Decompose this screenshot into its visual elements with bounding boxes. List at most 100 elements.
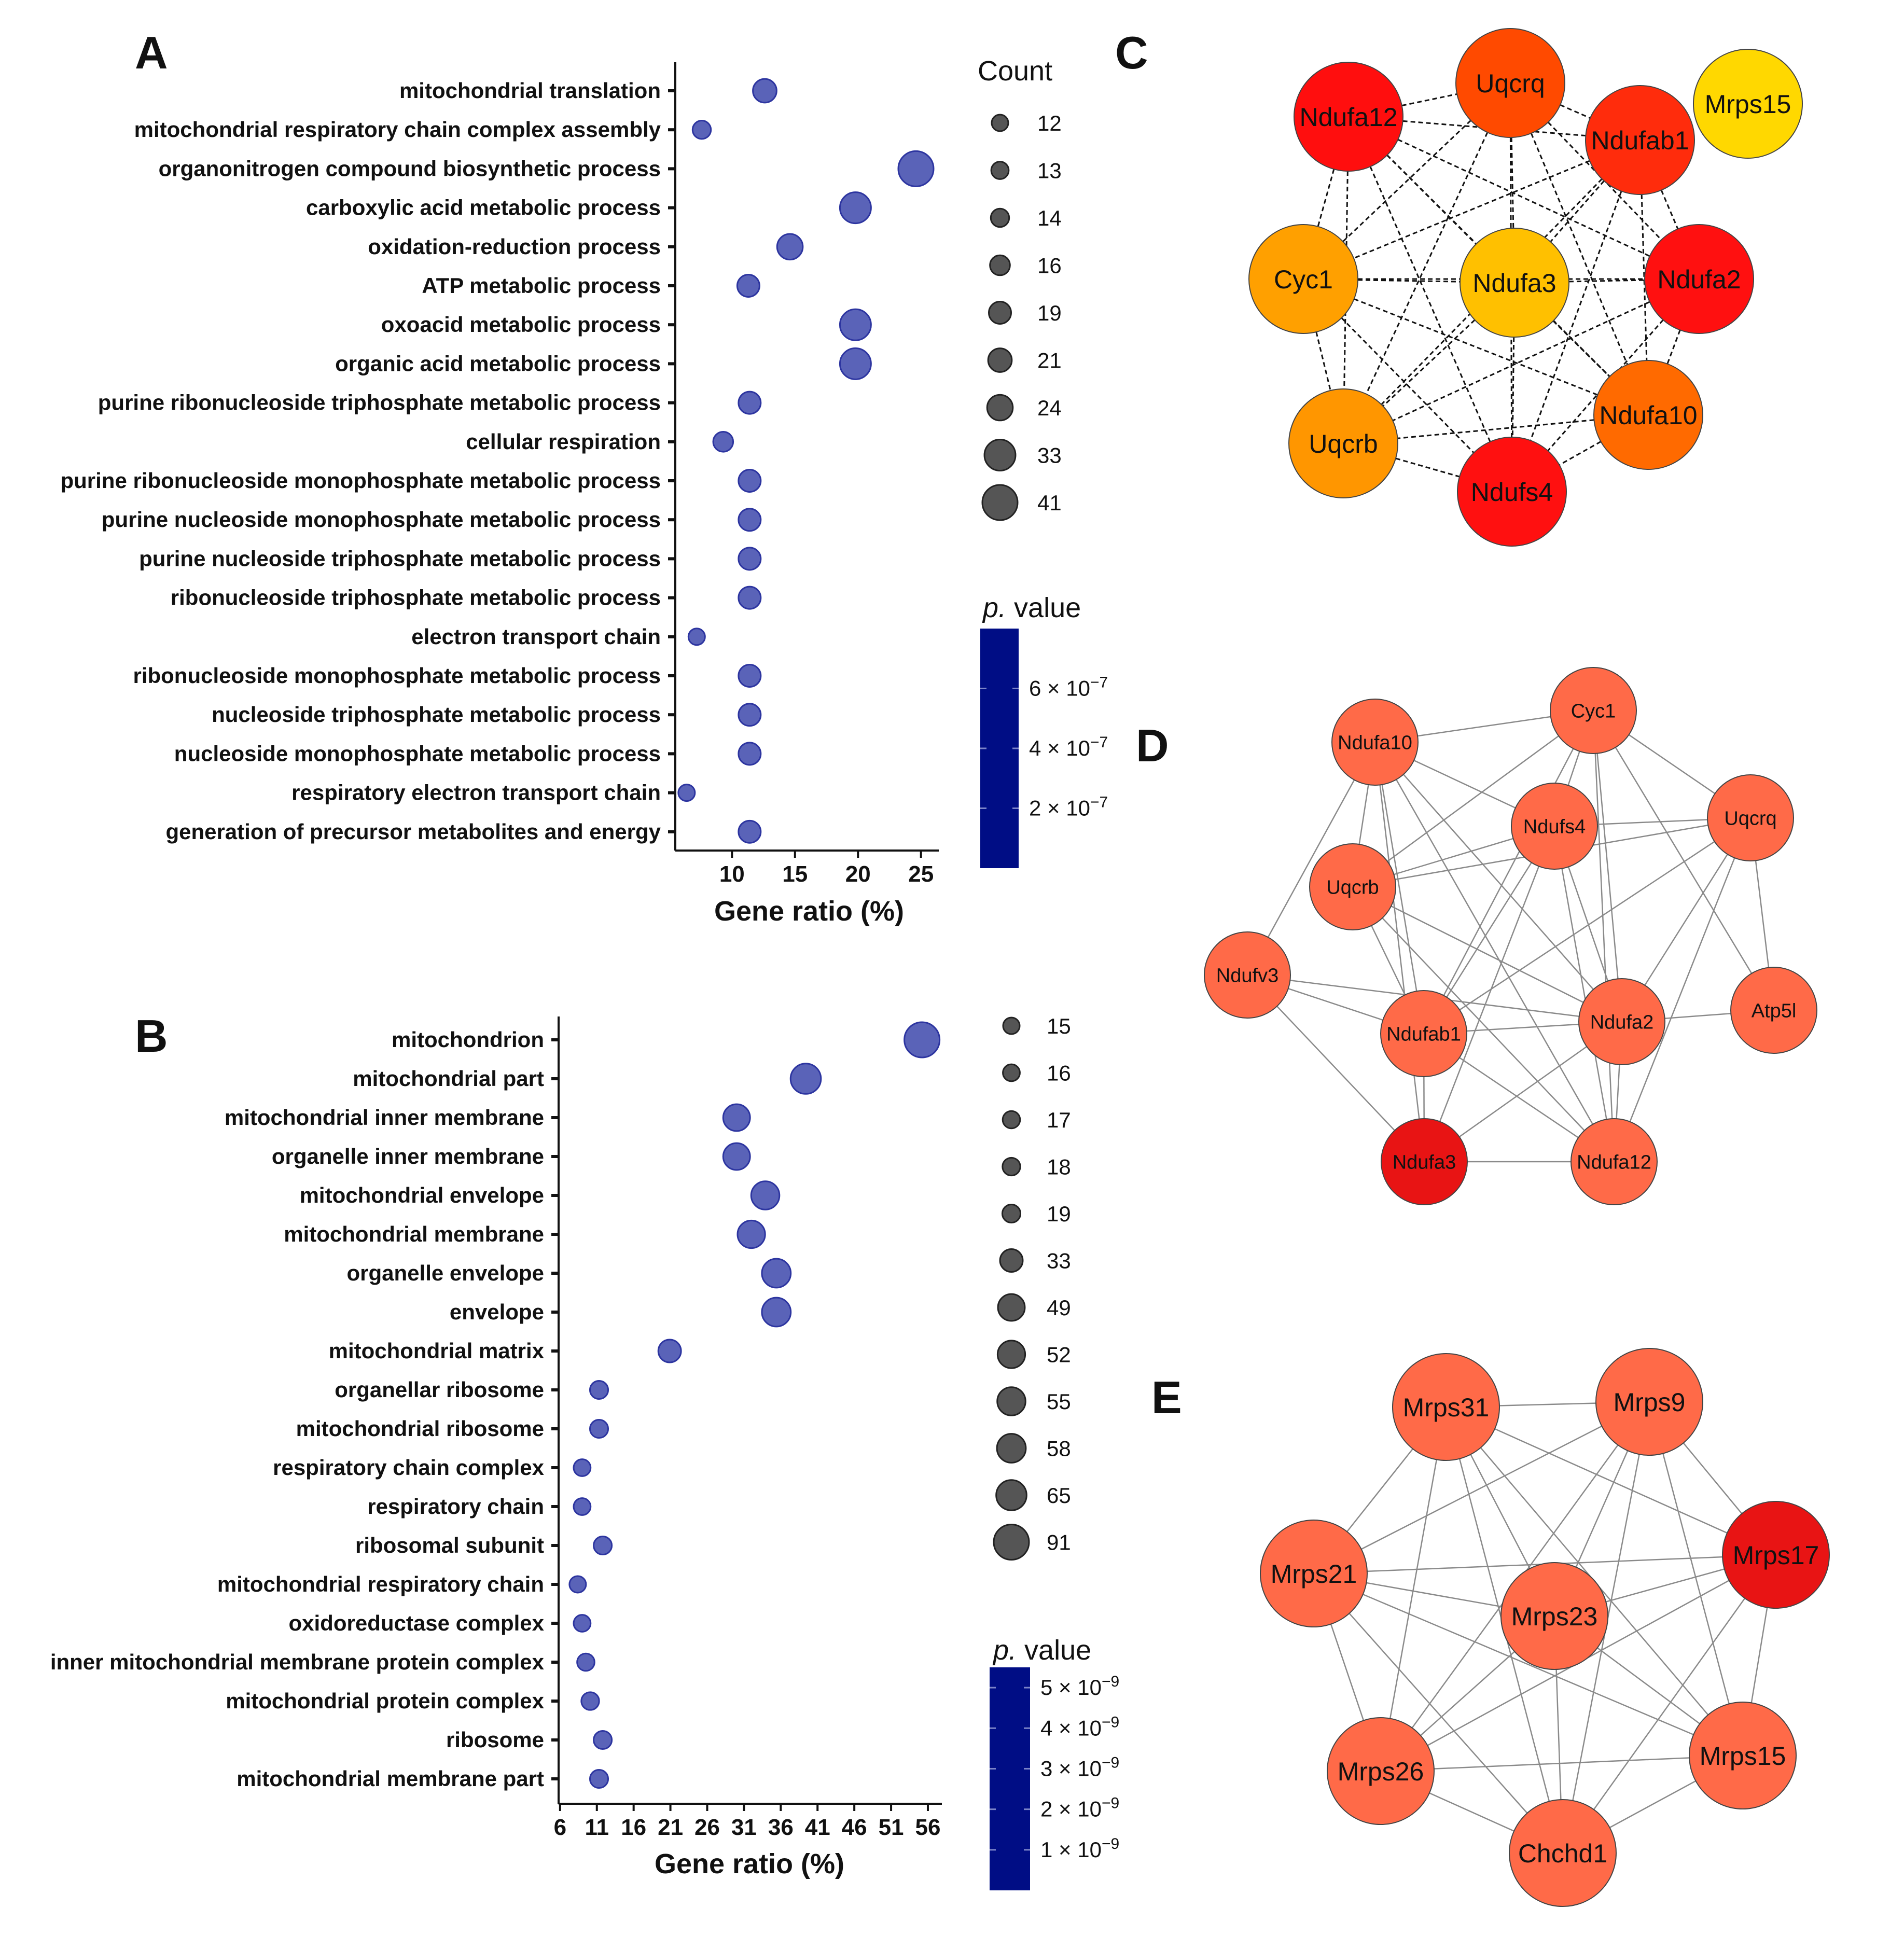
colorbar-tick-exp: −7: [1090, 734, 1108, 751]
y-tick-label: mitochondrial ribosome: [296, 1416, 544, 1441]
x-tick-label: 10: [719, 861, 745, 887]
node-circle: [1457, 437, 1567, 547]
network-edge: [1553, 826, 1615, 1162]
node-label: Ndufa3: [1472, 269, 1556, 298]
size-legend-label: 41: [1037, 491, 1062, 515]
node-circle: [1730, 967, 1817, 1054]
chart-b: mitochondrion mitochondrial part mitochond…: [50, 1014, 1119, 1890]
colorbar-tick-label: 4 × 10−9: [1040, 1714, 1119, 1740]
colorbar-tick-coef: 6 × 10: [1029, 676, 1090, 701]
node-circle: [1460, 228, 1569, 338]
bubble-point: [593, 1535, 613, 1556]
bubble-point: [738, 819, 762, 844]
size-legend-key: [996, 1340, 1026, 1369]
bubble-point: [839, 347, 872, 380]
node-label: Ndufa12: [1577, 1152, 1651, 1174]
network-node: Ndufab1: [1380, 990, 1467, 1077]
network-node: Ndufs4: [1457, 437, 1567, 547]
size-legend-label: 15: [1047, 1014, 1071, 1038]
network-edge: [1423, 826, 1555, 1162]
node-label: Ndufab1: [1591, 126, 1689, 155]
y-tick-label: ribosome: [446, 1728, 544, 1752]
node-circle: [1571, 1118, 1658, 1205]
colorbar-tick-coef: 5 × 10: [1040, 1675, 1102, 1700]
chart-b-x-ticks: 6 11 16 21 26 31 36 41 46 51 56: [554, 1804, 940, 1840]
chart-b-bubbles: [568, 1021, 941, 1789]
node-circle: [1509, 1799, 1617, 1907]
network-edge: [1423, 817, 1751, 1035]
size-legend-label: 17: [1047, 1108, 1071, 1132]
bubble-point: [738, 547, 762, 571]
node-circle: [1294, 62, 1403, 172]
chart-a-axes: [668, 62, 939, 852]
node-circle: [1380, 990, 1467, 1077]
y-tick-label: mitochondrial inner membrane: [225, 1105, 544, 1130]
node-circle: [1585, 85, 1695, 195]
x-tick-label: 36: [768, 1815, 794, 1840]
bubble-point: [589, 1768, 609, 1789]
node-circle: [1595, 1348, 1703, 1456]
colorbar-tick-exp: −9: [1102, 1714, 1119, 1731]
bubble-point: [573, 1458, 592, 1477]
network-node: Ndufa3: [1460, 228, 1569, 338]
bubble-point: [589, 1418, 609, 1439]
network-node: Mrps21: [1260, 1520, 1368, 1627]
node-circle: [1248, 224, 1358, 334]
size-legend-key: [1001, 1203, 1022, 1224]
bubble-point: [736, 1219, 766, 1249]
node-label: Ndufab1: [1386, 1024, 1461, 1046]
chart-a-bubbles: [677, 78, 935, 844]
network-edge: [1313, 1573, 1563, 1854]
network-edge: [1509, 82, 1649, 415]
y-tick-label: purine nucleoside monophosphate metaboli…: [102, 507, 661, 532]
network-node: Mrps9: [1595, 1348, 1703, 1456]
network-node: Chchd1: [1509, 1799, 1617, 1907]
network-node: Mrps17: [1722, 1501, 1830, 1609]
size-legend-key: [988, 301, 1012, 325]
y-tick-label: inner mitochondrial membrane protein com…: [50, 1650, 545, 1674]
colorbar-tick-label: 4 × 10−7: [1029, 734, 1108, 760]
network-edge: [1380, 1406, 1447, 1772]
network-edge: [1352, 886, 1622, 1023]
network-edge: [1592, 710, 1615, 1162]
size-legend-label: 19: [1047, 1202, 1071, 1226]
chart-a: mitochondrial translation mitochondrial r…: [60, 55, 1108, 927]
colorbar-tick-label: 2 × 10−9: [1040, 1795, 1119, 1821]
bubble-point: [589, 1380, 609, 1400]
network-node: Ndufa2: [1644, 224, 1754, 334]
y-tick-label: respiratory electron transport chain: [291, 781, 661, 805]
node-label: Cyc1: [1274, 265, 1333, 294]
node-label: Mrps21: [1271, 1559, 1357, 1589]
size-legend-label: 14: [1037, 206, 1062, 230]
chart-b-axes: [551, 1016, 942, 1805]
colorbar-tick-label: 1 × 10−9: [1040, 1835, 1119, 1862]
node-label: Mrps31: [1403, 1393, 1490, 1422]
network-edge: [1246, 742, 1376, 976]
bubble-point: [897, 150, 935, 187]
bubble-point: [761, 1258, 792, 1289]
y-tick-label: ribonucleoside monophosphate metabolic p…: [133, 663, 661, 688]
network-edge: [1374, 742, 1425, 1034]
node-circle: [1381, 1118, 1468, 1205]
size-legend-label: 24: [1037, 396, 1062, 420]
y-tick-label: envelope: [450, 1300, 544, 1324]
network-node: Ndufa12: [1571, 1118, 1658, 1205]
y-tick-label: purine ribonucleoside monophosphate meta…: [60, 468, 661, 493]
x-tick-label: 21: [658, 1815, 683, 1840]
bubble-point: [839, 191, 872, 225]
node-label: Uqcrb: [1326, 877, 1379, 899]
node-circle: [1331, 699, 1419, 786]
y-tick-label: cellular respiration: [466, 429, 661, 454]
size-legend-key: [999, 1248, 1024, 1273]
y-tick-label: organonitrogen compound biosynthetic pro…: [159, 156, 661, 180]
y-tick-label: organic acid metabolic process: [335, 351, 661, 375]
network-node: Cyc1: [1248, 224, 1358, 334]
chart-b-color-legend-title-italic: p.: [992, 1635, 1017, 1666]
size-legend-label: 55: [1047, 1389, 1071, 1414]
y-tick-label: organelle envelope: [347, 1261, 544, 1285]
x-tick-label: 31: [731, 1815, 757, 1840]
bubble-point: [722, 1142, 751, 1171]
x-tick-label: 11: [585, 1815, 609, 1840]
chart-a-size-legend: 12 13 14 16 19 21 24 33 41: [981, 111, 1062, 521]
colorbar-tick-label: 3 × 10−9: [1040, 1754, 1119, 1780]
